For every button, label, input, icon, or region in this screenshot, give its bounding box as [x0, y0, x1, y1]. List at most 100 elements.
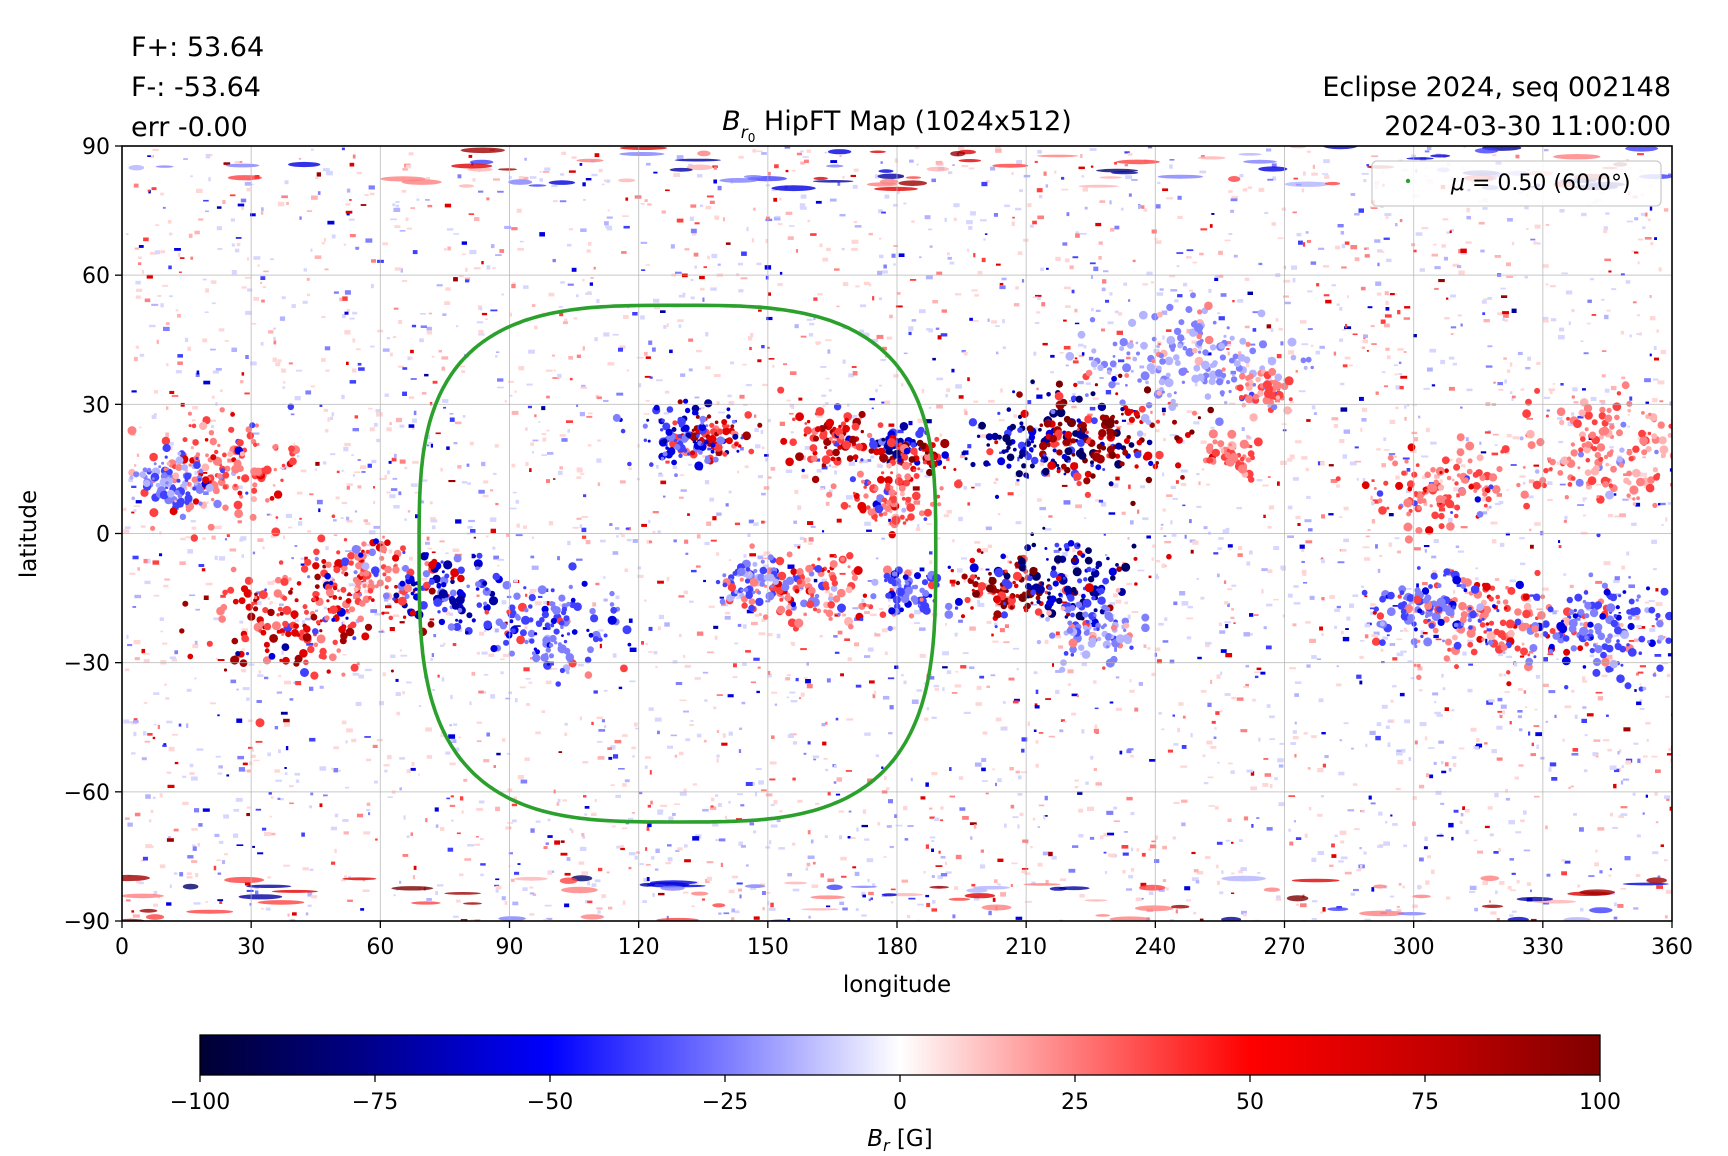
field-speckle [1296, 232, 1302, 237]
field-speckle [393, 307, 399, 310]
field-speckle [357, 459, 361, 461]
field-speckle [931, 875, 935, 878]
field-speckle [1154, 238, 1158, 240]
field-speckle [897, 429, 904, 434]
field-speckle [746, 226, 749, 232]
field-speckle [412, 460, 419, 464]
field-speckle [1275, 318, 1279, 322]
polar-streak [498, 916, 526, 921]
field-speckle [1193, 869, 1199, 873]
field-speckle [1306, 419, 1311, 422]
field-speckle [1645, 431, 1650, 436]
field-speckle [583, 494, 587, 498]
field-speckle [1352, 333, 1358, 336]
field-speckle [678, 633, 682, 638]
field-speckle [1581, 212, 1587, 217]
field-speckle [452, 643, 457, 647]
field-speckle [1563, 573, 1567, 576]
field-speckle [1231, 195, 1238, 200]
field-speckle [577, 663, 584, 667]
field-speckle [395, 678, 399, 682]
field-speckle [1385, 820, 1388, 824]
field-speckle [1396, 638, 1403, 641]
field-speckle [888, 604, 891, 609]
field-speckle [1653, 568, 1657, 571]
field-speckle [1200, 596, 1205, 600]
field-speckle [1558, 335, 1565, 340]
field-speckle [1164, 617, 1168, 621]
field-speckle [774, 703, 778, 706]
field-speckle [816, 342, 820, 345]
field-speckle [1370, 802, 1376, 805]
field-speckle [456, 899, 461, 903]
field-speckle [325, 428, 329, 433]
field-speckle [680, 489, 687, 492]
active-region-pixel [972, 590, 980, 598]
field-speckle [1396, 749, 1404, 753]
field-speckle [631, 812, 635, 814]
field-speckle [949, 261, 955, 265]
field-speckle [1491, 749, 1497, 754]
field-speckle [1192, 540, 1199, 545]
field-speckle [526, 703, 530, 706]
field-speckle [784, 146, 791, 149]
field-speckle [188, 233, 193, 238]
field-speckle [1422, 582, 1428, 586]
field-speckle [640, 315, 645, 320]
field-speckle [953, 217, 957, 221]
field-speckle [822, 257, 829, 262]
active-region-pixel [1006, 407, 1012, 412]
field-speckle [1253, 614, 1259, 616]
field-speckle [1129, 689, 1135, 693]
field-speckle [821, 466, 828, 470]
field-speckle [1577, 504, 1585, 506]
field-speckle [1191, 877, 1199, 881]
field-speckle [1341, 243, 1346, 249]
field-speckle [646, 826, 650, 831]
field-speckle [1577, 415, 1584, 419]
active-region-pixel [1094, 383, 1098, 387]
field-speckle [453, 723, 458, 726]
field-speckle [744, 465, 749, 469]
active-region-pixel [1003, 572, 1011, 580]
field-speckle [269, 258, 274, 261]
field-speckle [1010, 804, 1015, 809]
field-speckle [1109, 292, 1113, 296]
field-speckle [346, 483, 353, 486]
field-speckle [440, 467, 443, 472]
field-speckle [1113, 593, 1118, 598]
field-speckle [428, 312, 433, 315]
field-speckle [736, 273, 740, 277]
field-speckle [808, 537, 814, 542]
field-speckle [1511, 910, 1517, 913]
field-speckle [365, 758, 372, 762]
field-speckle [1417, 885, 1421, 890]
field-speckle [722, 733, 726, 738]
field-speckle [252, 551, 256, 555]
field-speckle [640, 241, 648, 244]
field-speckle [1371, 634, 1378, 637]
field-speckle [718, 838, 726, 842]
field-speckle [1580, 340, 1584, 342]
field-speckle [864, 655, 871, 658]
field-speckle [1545, 283, 1549, 286]
field-speckle [931, 771, 938, 776]
field-speckle [147, 189, 151, 192]
field-speckle [1359, 680, 1363, 685]
field-speckle [231, 243, 235, 247]
field-speckle [1274, 398, 1281, 403]
field-speckle [740, 447, 744, 451]
field-speckle [861, 598, 865, 603]
field-speckle [829, 198, 837, 202]
field-speckle [1341, 329, 1346, 331]
polar-streak [743, 175, 763, 179]
field-speckle [146, 274, 153, 279]
flux-negative: F-: -53.64 [131, 72, 261, 103]
field-speckle [224, 340, 229, 342]
field-speckle [524, 626, 528, 630]
field-speckle [800, 335, 807, 338]
field-speckle [275, 779, 282, 782]
field-speckle [1339, 307, 1343, 311]
field-speckle [1506, 262, 1511, 267]
field-speckle [1045, 184, 1049, 188]
